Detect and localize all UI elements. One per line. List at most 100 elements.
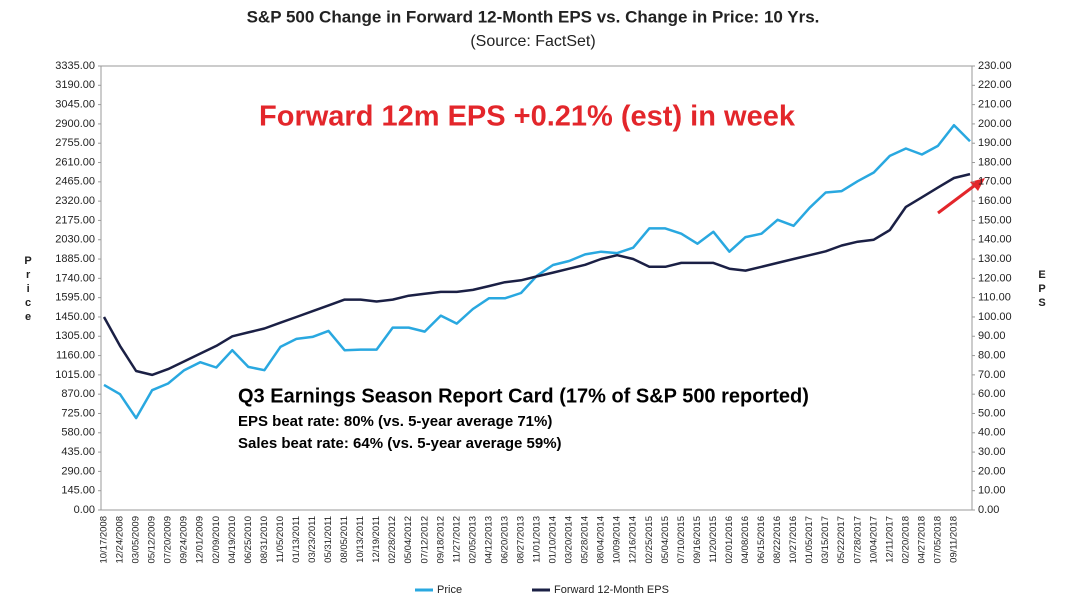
x-tick-label: 06/20/2013: [499, 516, 510, 564]
y-tick-label: 0.00: [74, 504, 95, 516]
y2-tick-label: 0.00: [978, 504, 999, 516]
y2-tick-label: 110.00: [978, 292, 1011, 304]
x-tick-label: 02/05/2013: [467, 516, 478, 564]
y2-tick-label: 40.00: [978, 427, 1006, 439]
x-tick-label: 07/10/2015: [676, 516, 687, 564]
y2-tick-label: 200.00: [978, 118, 1012, 130]
y-tick-label: 870.00: [61, 388, 95, 400]
plot-frame: [100, 65, 973, 511]
x-tick-label: 11/20/2015: [708, 516, 719, 563]
x-tick-label: 02/25/2015: [644, 516, 655, 564]
x-tick-label: 08/22/2016: [772, 516, 783, 564]
x-tick-label: 08/27/2013: [515, 516, 526, 564]
legend-label: Price: [437, 584, 462, 596]
x-tick-label: 11/05/2010: [275, 516, 286, 563]
series-line: [103, 123, 971, 420]
y-tick-label: 2030.00: [55, 234, 95, 246]
y2-tick-label: 60.00: [978, 388, 1006, 400]
x-tick-label: 09/24/2009: [179, 516, 190, 564]
x-tick-label: 12/19/2011: [371, 516, 382, 563]
legend-label: Forward 12-Month EPS: [554, 584, 669, 596]
y2-tick-label: 100.00: [978, 311, 1012, 323]
y2-tick-label: 220.00: [978, 79, 1012, 91]
y2-tick-label: 10.00: [978, 485, 1006, 497]
chart-subtitle: (Source: FactSet): [470, 33, 595, 50]
x-tick-label: 10/09/2014: [612, 516, 623, 564]
arrow-head: [970, 178, 985, 191]
series-line: [102, 172, 971, 377]
y-tick-label: 580.00: [61, 427, 95, 439]
x-tick-label: 10/13/2011: [355, 516, 366, 563]
y2-axis-label: EPS: [1036, 269, 1048, 311]
x-tick-label: 11/27/2012: [451, 516, 462, 563]
x-tick-label: 10/17/2008: [99, 516, 110, 564]
x-tick-label: 10/04/2017: [868, 516, 879, 564]
x-tick-label: 03/23/2011: [307, 516, 318, 563]
x-tick-label: 04/19/2010: [227, 516, 238, 564]
x-tick-label: 03/15/2017: [820, 516, 831, 564]
x-tick-label: 09/18/2012: [435, 516, 446, 564]
y2-tick-label: 230.00: [978, 60, 1012, 72]
x-tick-label: 03/20/2014: [564, 516, 575, 564]
x-tick-label: 01/10/2014: [548, 516, 559, 564]
y2-tick-label: 190.00: [978, 137, 1012, 149]
x-tick-label: 12/24/2008: [115, 516, 126, 564]
y-tick-label: 1305.00: [55, 330, 95, 342]
y2-tick-label: 170.00: [978, 176, 1012, 188]
x-tick-label: 08/04/2014: [596, 516, 607, 564]
x-tick-label: 05/12/2009: [147, 516, 158, 564]
x-tick-label: 07/05/2018: [932, 516, 943, 564]
y-axis-label: Price: [22, 255, 34, 325]
x-tick-label: 02/20/2018: [900, 516, 911, 564]
y-tick-label: 2175.00: [55, 214, 95, 226]
x-tick-label: 02/28/2012: [387, 516, 398, 564]
x-tick-label: 02/01/2016: [724, 516, 735, 564]
x-tick-label: 03/05/2009: [131, 516, 142, 564]
chart-title: S&P 500 Change in Forward 12-Month EPS v…: [247, 7, 820, 26]
x-tick-label: 04/27/2018: [916, 516, 927, 564]
y2-tick-label: 180.00: [978, 156, 1012, 168]
y-tick-label: 145.00: [61, 485, 95, 497]
x-tick-label: 05/04/2015: [660, 516, 671, 564]
x-tick-label: 01/05/2017: [804, 516, 815, 564]
annotation: EPS beat rate: 80% (vs. 5-year average 7…: [238, 413, 552, 430]
y2-tick-label: 80.00: [978, 349, 1006, 361]
y2-tick-label: 160.00: [978, 195, 1012, 207]
x-tick-label: 06/15/2016: [756, 516, 767, 564]
y-tick-label: 1015.00: [55, 369, 95, 381]
y2-tick-label: 70.00: [978, 369, 1006, 381]
y-tick-label: 725.00: [61, 407, 95, 419]
x-tick-label: 02/09/2010: [211, 516, 222, 564]
annotation: Sales beat rate: 64% (vs. 5-year average…: [238, 435, 562, 452]
y-tick-label: 2465.00: [55, 176, 95, 188]
annotation: Forward 12m EPS +0.21% (est) in week: [259, 101, 796, 133]
y-tick-label: 1595.00: [55, 292, 95, 304]
x-tick-label: 04/12/2013: [483, 516, 494, 564]
y-tick-label: 1740.00: [55, 272, 95, 284]
y-tick-label: 1885.00: [55, 253, 95, 265]
x-tick-label: 05/04/2012: [403, 516, 414, 564]
x-tick-label: 07/28/2017: [852, 516, 863, 564]
y2-tick-label: 120.00: [978, 272, 1012, 284]
x-tick-label: 05/28/2014: [580, 516, 591, 564]
y2-tick-label: 210.00: [978, 99, 1012, 111]
x-tick-label: 07/20/2009: [163, 516, 174, 564]
y2-tick-label: 30.00: [978, 446, 1006, 458]
x-tick-label: 07/12/2012: [419, 516, 430, 564]
x-tick-label: 08/05/2011: [339, 516, 350, 563]
y-tick-label: 1450.00: [55, 311, 95, 323]
x-tick-label: 05/31/2011: [323, 516, 334, 563]
y-tick-label: 3190.00: [55, 79, 95, 91]
y2-tick-label: 140.00: [978, 234, 1012, 246]
y2-tick-label: 130.00: [978, 253, 1012, 265]
x-tick-label: 09/16/2015: [692, 516, 703, 564]
x-tick-label: 06/25/2010: [243, 516, 254, 564]
y2-tick-label: 90.00: [978, 330, 1006, 342]
y-tick-label: 2900.00: [55, 118, 95, 130]
y-tick-label: 1160.00: [56, 349, 95, 361]
x-tick-label: 12/01/2009: [195, 516, 206, 564]
y-tick-label: 3045.00: [55, 99, 95, 111]
x-tick-label: 05/22/2017: [836, 516, 847, 564]
y-tick-label: 2610.00: [55, 156, 95, 168]
